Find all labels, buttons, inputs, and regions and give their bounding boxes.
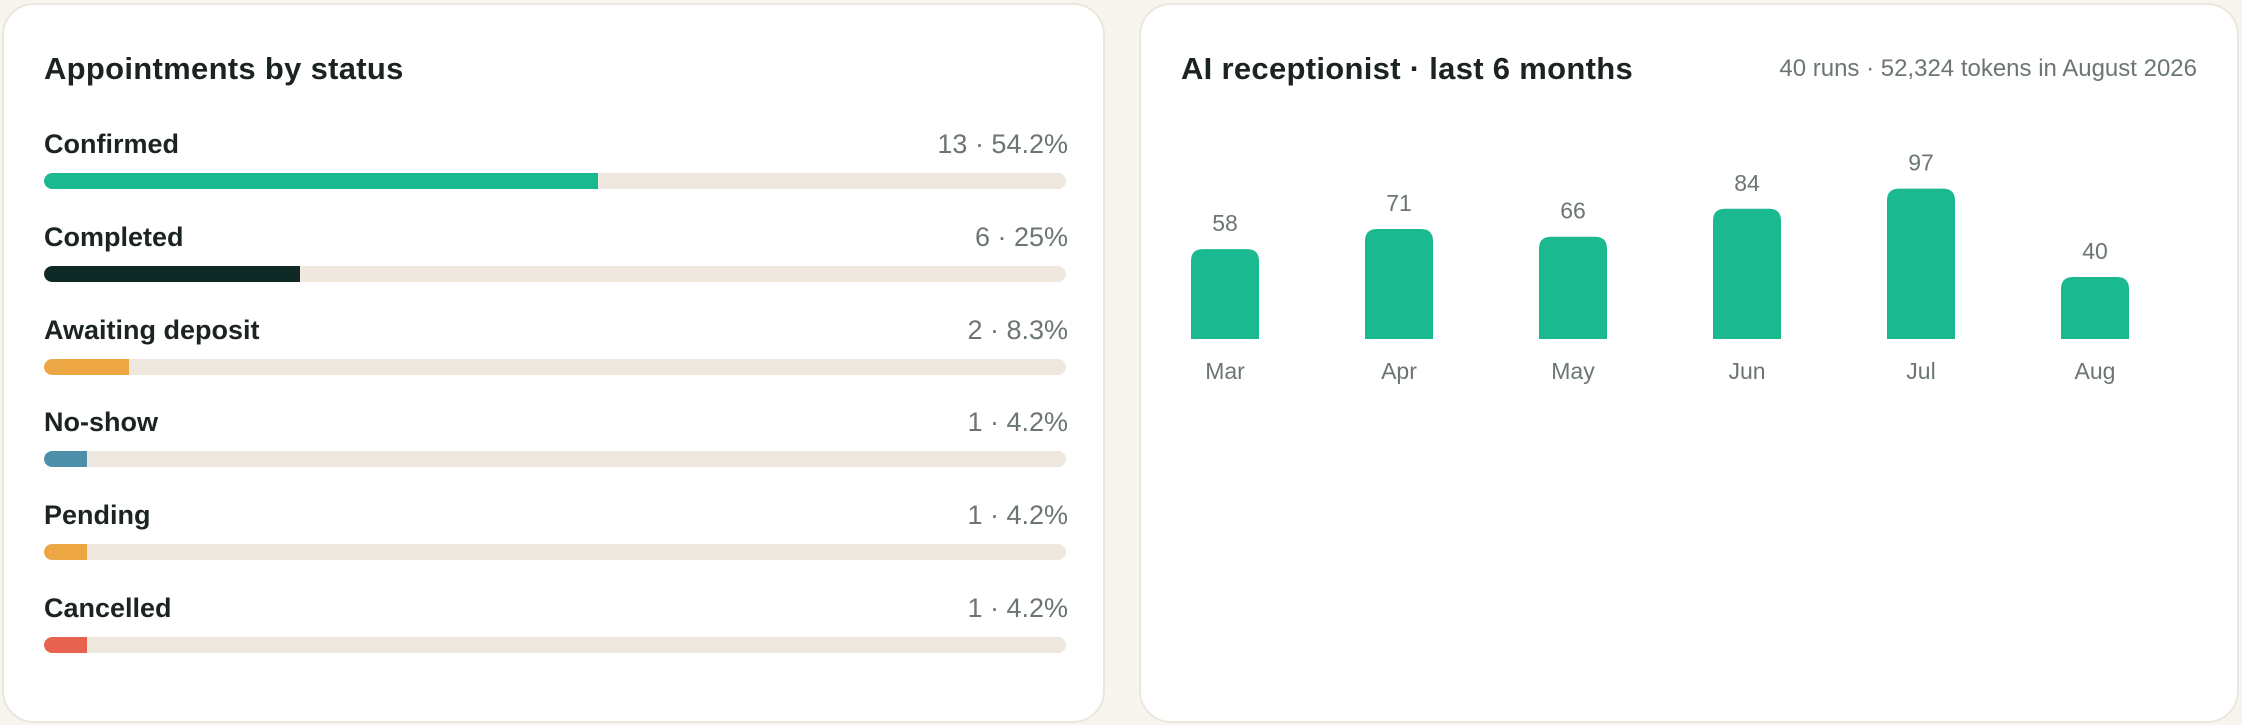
progress-fill bbox=[44, 359, 129, 375]
bar-value-label: 71 bbox=[1386, 190, 1412, 216]
status-count-percent: 6 · 25% bbox=[974, 222, 1068, 252]
status-row: No-show 1 · 4.2% bbox=[44, 407, 1068, 477]
progress-track bbox=[44, 173, 1066, 189]
progress-track bbox=[44, 637, 1066, 653]
bar-mar bbox=[1191, 249, 1259, 339]
bar-value-label: 84 bbox=[1734, 170, 1760, 196]
progress-fill bbox=[44, 266, 300, 282]
status-label: Pending bbox=[44, 500, 151, 530]
bar-jun bbox=[1713, 208, 1781, 339]
bar-value-label: 97 bbox=[1908, 150, 1934, 176]
progress-track bbox=[44, 544, 1066, 560]
status-label: Completed bbox=[44, 222, 184, 252]
usage-summary: 40 runs · 52,324 tokens in August 2026 bbox=[1779, 55, 2197, 82]
status-count-percent: 1 · 4.2% bbox=[967, 593, 1068, 623]
status-label: Awaiting deposit bbox=[44, 315, 260, 345]
progress-fill bbox=[44, 637, 87, 653]
x-tick-label: Jun bbox=[1728, 358, 1765, 384]
ai-receptionist-card: AI receptionist · last 6 months 40 runs … bbox=[1139, 3, 2239, 723]
status-label: Confirmed bbox=[44, 129, 179, 159]
status-row: Confirmed 13 · 54.2% bbox=[44, 129, 1068, 199]
appointments-status-card: Appointments by status Confirmed 13 · 54.… bbox=[2, 3, 1105, 723]
status-label: No-show bbox=[44, 407, 158, 437]
x-tick-label: Aug bbox=[2075, 358, 2116, 384]
monthly-runs-bar-chart: 58 Mar 71 Apr 66 May 84 Jun 97 Jul 40 Aug bbox=[1191, 150, 2129, 384]
progress-track bbox=[44, 451, 1066, 467]
status-count-percent: 13 · 54.2% bbox=[937, 129, 1068, 159]
x-tick-label: Jul bbox=[1906, 358, 1935, 384]
status-row: Pending 1 · 4.2% bbox=[44, 500, 1068, 570]
bar-jul bbox=[1887, 188, 1955, 339]
bar-value-label: 40 bbox=[2082, 238, 2108, 264]
card-title: Appointments by status bbox=[44, 51, 404, 86]
progress-track bbox=[44, 266, 1066, 282]
progress-fill bbox=[44, 544, 87, 560]
bar-value-label: 58 bbox=[1212, 210, 1238, 236]
bar-may bbox=[1539, 236, 1607, 339]
status-row: Awaiting deposit 2 · 8.3% bbox=[44, 315, 1068, 385]
progress-fill bbox=[44, 173, 598, 189]
status-label: Cancelled bbox=[44, 593, 172, 623]
status-row: Cancelled 1 · 4.2% bbox=[44, 593, 1068, 663]
progress-fill bbox=[44, 451, 87, 467]
status-count-percent: 2 · 8.3% bbox=[967, 315, 1068, 345]
x-tick-label: Mar bbox=[1205, 358, 1245, 384]
status-count-percent: 1 · 4.2% bbox=[967, 407, 1068, 437]
status-row: Completed 6 · 25% bbox=[44, 222, 1068, 292]
bar-apr bbox=[1365, 228, 1433, 339]
x-tick-label: Apr bbox=[1381, 358, 1417, 384]
bar-aug bbox=[2061, 277, 2129, 339]
x-tick-label: May bbox=[1551, 358, 1595, 384]
card-title: AI receptionist · last 6 months bbox=[1181, 51, 1633, 86]
status-count-percent: 1 · 4.2% bbox=[967, 500, 1068, 530]
progress-track bbox=[44, 359, 1066, 375]
bar-value-label: 66 bbox=[1560, 198, 1586, 224]
